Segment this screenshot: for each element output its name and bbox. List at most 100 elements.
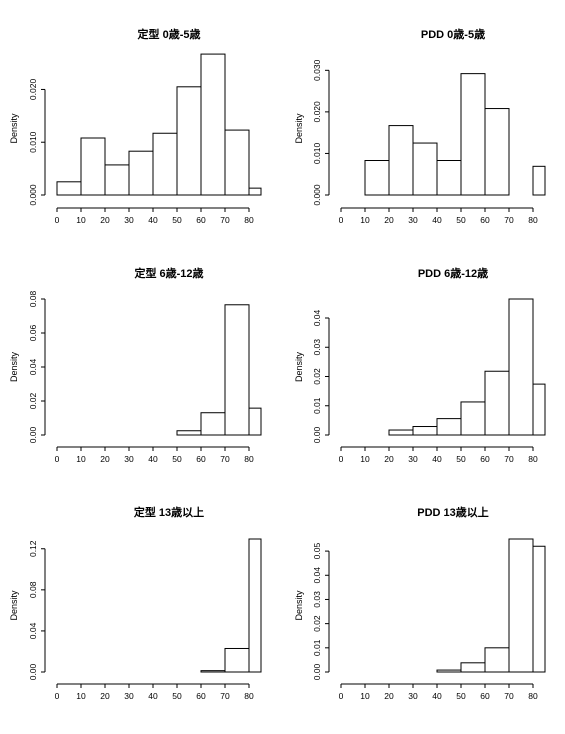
x-tick-label: 50 — [456, 454, 466, 464]
histogram-bar — [460, 73, 486, 196]
histogram-bar — [484, 370, 510, 436]
x-tick-label: 80 — [528, 215, 538, 225]
x-tick-label: 80 — [244, 215, 254, 225]
histogram-bar — [532, 545, 546, 673]
x-tick-label: 30 — [124, 691, 134, 701]
x-tick-label: 40 — [148, 691, 158, 701]
y-tick-label: 0.08 — [28, 290, 38, 307]
histogram-panel-5: 定型 13歳以上 Density 0 10 20 30 40 50 60 70 80 0.00 0.04… — [9, 505, 262, 701]
y-axis-label: Density — [294, 351, 304, 382]
histogram-bar — [532, 165, 546, 196]
y-tick-label: 0.00 — [312, 426, 322, 443]
x-tick-label: 10 — [360, 454, 370, 464]
histogram-bar — [436, 669, 462, 673]
histogram-bar — [200, 53, 226, 196]
y-tick-label: 0.000 — [28, 184, 38, 206]
histogram-panel-4: PDD 6歳-12歳 Density 0 10 20 30 40 50 60 70 80 0.00 0.… — [294, 266, 546, 464]
y-tick-label: 0.00 — [28, 663, 38, 680]
x-tick-label: 70 — [220, 215, 230, 225]
y-tick-label: 0.00 — [312, 663, 322, 680]
histogram-bar — [248, 538, 262, 673]
y-tick-label: 0.04 — [312, 309, 322, 326]
y-tick-label: 0.01 — [312, 639, 322, 656]
x-tick-label: 20 — [384, 215, 394, 225]
histogram-bar — [508, 538, 534, 673]
x-tick-label: 60 — [480, 691, 490, 701]
histogram-bar — [388, 429, 414, 436]
y-tick-label: 0.030 — [312, 59, 322, 81]
histogram-panel-2: PDD 0歳-5歳 Density 0 10 20 30 40 50 60 70 80 0.000 0.… — [294, 27, 546, 225]
x-tick-label: 30 — [124, 454, 134, 464]
x-tick-label: 60 — [480, 454, 490, 464]
histogram-bar — [460, 662, 486, 673]
histogram-bar — [248, 187, 262, 196]
x-tick-label: 20 — [100, 215, 110, 225]
panel-title: 定型 0歳-5歳 — [138, 27, 201, 41]
x-tick-label: 60 — [480, 215, 490, 225]
histogram-bar — [104, 164, 130, 196]
y-tick-label: 0.04 — [312, 567, 322, 584]
histogram-bar — [224, 129, 250, 196]
y-tick-label: 0.020 — [312, 101, 322, 123]
histogram-bar — [224, 304, 250, 436]
y-tick-label: 0.04 — [28, 622, 38, 639]
histogram-bar — [152, 132, 178, 196]
histogram-bar — [484, 647, 510, 673]
x-tick-label: 10 — [360, 691, 370, 701]
histogram-panel-3: 定型 6歳-12歳 Density 0 10 20 30 40 50 60 70 80 0.00 0.0… — [9, 266, 262, 464]
histogram-panel-6: PDD 13歳以上 Density 0 10 20 30 40 50 60 70 80 0.00 0.0… — [294, 505, 546, 701]
x-tick-label: 30 — [408, 454, 418, 464]
x-tick-label: 10 — [76, 454, 86, 464]
x-tick-label: 40 — [432, 691, 442, 701]
x-tick-label: 50 — [456, 691, 466, 701]
y-tick-label: 0.05 — [312, 543, 322, 560]
x-tick-label: 20 — [100, 454, 110, 464]
x-tick-label: 10 — [360, 215, 370, 225]
x-tick-label: 0 — [339, 691, 344, 701]
x-tick-label: 30 — [124, 215, 134, 225]
panel-title: PDD 0歳-5歳 — [421, 27, 485, 41]
y-axis-label: Density — [9, 351, 19, 382]
panel-title: 定型 6歳-12歳 — [134, 266, 203, 280]
histogram-bar — [248, 407, 262, 436]
panel-title: PDD 13歳以上 — [417, 505, 489, 519]
y-tick-label: 0.03 — [312, 591, 322, 608]
histogram-bar — [128, 150, 154, 196]
x-tick-label: 30 — [408, 691, 418, 701]
y-tick-label: 0.08 — [28, 581, 38, 598]
histogram-bar — [364, 160, 390, 196]
histogram-bar — [200, 412, 226, 436]
x-tick-label: 60 — [196, 454, 206, 464]
histogram-bar — [200, 670, 226, 673]
histogram-panel-1: 定型 0歳-5歳 Density 0 10 20 30 40 50 60 70 80 0.000 0.0… — [9, 27, 262, 225]
histogram-bar — [436, 418, 462, 436]
y-tick-label: 0.020 — [28, 79, 38, 101]
histogram-bar — [508, 298, 534, 436]
histogram-bar — [176, 86, 202, 196]
histogram-bar — [460, 401, 486, 436]
x-tick-label: 40 — [148, 215, 158, 225]
x-tick-label: 80 — [528, 691, 538, 701]
y-axis-label: Density — [294, 590, 304, 621]
y-tick-label: 0.02 — [312, 368, 322, 385]
x-tick-label: 10 — [76, 691, 86, 701]
y-axis-label: Density — [294, 113, 304, 144]
histogram-bar — [80, 137, 106, 196]
x-tick-label: 80 — [244, 691, 254, 701]
x-tick-label: 0 — [339, 454, 344, 464]
histogram-bar — [532, 383, 546, 436]
x-tick-label: 40 — [432, 215, 442, 225]
x-tick-label: 60 — [196, 691, 206, 701]
x-tick-label: 20 — [100, 691, 110, 701]
y-tick-label: 0.010 — [312, 143, 322, 165]
histogram-bar — [388, 125, 414, 196]
x-tick-label: 80 — [244, 454, 254, 464]
y-tick-label: 0.010 — [28, 131, 38, 153]
x-tick-label: 60 — [196, 215, 206, 225]
y-tick-label: 0.04 — [28, 358, 38, 375]
y-axis-label: Density — [9, 113, 19, 144]
panel-title: PDD 6歳-12歳 — [418, 266, 488, 280]
y-tick-label: 0.06 — [28, 324, 38, 341]
